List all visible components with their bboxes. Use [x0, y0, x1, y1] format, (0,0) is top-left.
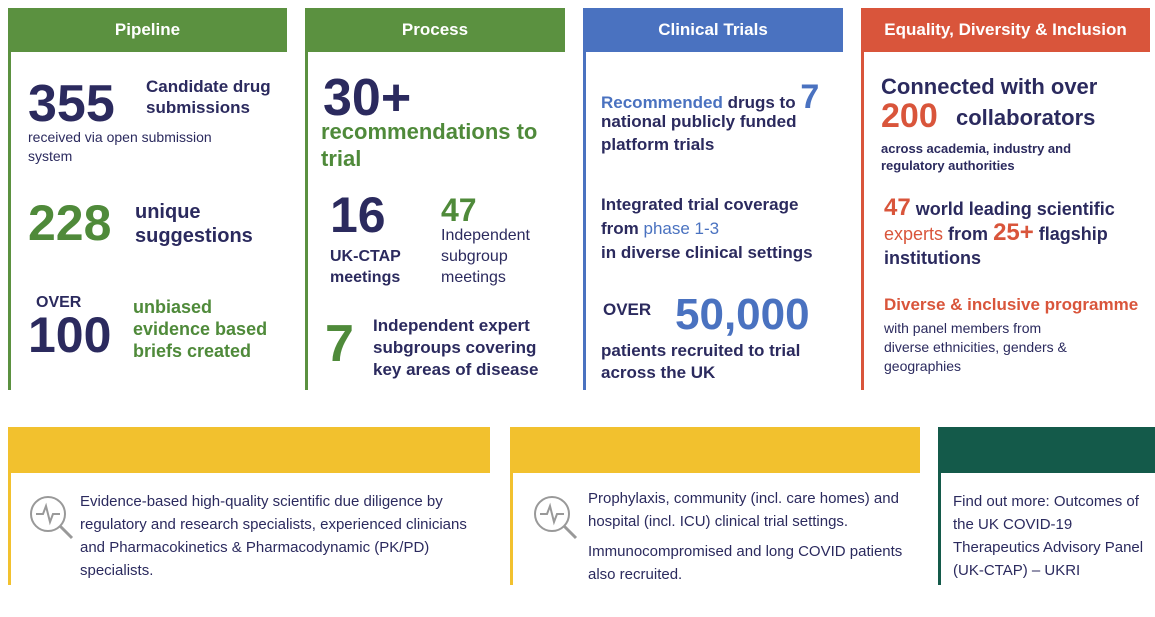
rule — [861, 52, 864, 390]
stat-label: collaborators — [956, 105, 1095, 131]
stat-number: 100 — [28, 306, 111, 364]
stat-label: unique suggestions — [135, 200, 275, 248]
stat-label: unbiased evidence based briefs created — [133, 296, 283, 362]
stat-number: 47 — [441, 192, 477, 229]
link-text[interactable]: Find out more: Outcomes of the UK COVID-… — [953, 490, 1153, 582]
text: national publicly funded platform trials — [601, 110, 801, 156]
infographic: Pipeline Process Clinical Trials Equalit… — [0, 0, 1155, 617]
text: patients recruited to trial across the U… — [601, 340, 831, 384]
stat-note: across academia, industry and regulatory… — [881, 140, 1101, 174]
rule — [8, 52, 11, 390]
band — [510, 427, 920, 473]
band — [8, 427, 490, 473]
stat-number: 16 — [330, 186, 386, 244]
rule — [938, 473, 941, 585]
body-text: Evidence-based high-quality scientific d… — [80, 490, 485, 582]
icon — [530, 492, 580, 542]
band — [938, 427, 1155, 473]
text: from — [948, 224, 988, 244]
panel-header: Clinical Trials — [583, 8, 843, 52]
body-text: Immunocompromised and long COVID patient… — [588, 540, 913, 586]
stat-prefix: OVER — [603, 300, 651, 320]
body-text: Prophylaxis, community (incl. care homes… — [588, 487, 913, 533]
stat-number: 200 — [881, 97, 938, 136]
stat-number: 25+ — [993, 219, 1034, 246]
text: with panel members from diverse ethnicit… — [884, 319, 1079, 376]
icon — [26, 492, 76, 542]
rule — [8, 473, 11, 585]
stat-label: Independent subgroup meetings — [441, 225, 551, 288]
text: Diverse & inclusive programme — [884, 295, 1138, 315]
panel-header: Process — [305, 8, 565, 52]
stat-line: 47 world leading scientific experts from… — [884, 196, 1149, 270]
stat-label: Candidate drug submissions — [146, 76, 286, 118]
stat-number: 50,000 — [675, 290, 810, 340]
stat-number: 7 — [325, 314, 354, 374]
stat-number: 228 — [28, 194, 111, 252]
stat-note: received via open submission system — [28, 128, 258, 166]
stat-number: 355 — [28, 74, 115, 134]
stat-line: Integrated trial coverage from phase 1-3… — [601, 193, 836, 265]
rule — [305, 52, 308, 390]
panel-header: Pipeline — [8, 8, 287, 52]
stat-label: Independent expert subgroups covering ke… — [373, 315, 553, 381]
rule — [510, 473, 513, 585]
highlight: phase 1-3 — [644, 219, 720, 238]
text: in diverse clinical settings — [601, 243, 813, 262]
text: world leading scientific — [916, 199, 1115, 219]
highlight: experts — [884, 224, 943, 244]
rule — [583, 52, 586, 390]
stat-number: 47 — [884, 194, 911, 221]
panel-header: Equality, Diversity & Inclusion — [861, 8, 1150, 52]
stat-label: recommendations to trial — [321, 118, 541, 172]
stat-number: 7 — [800, 78, 819, 116]
stat-label: UK-CTAP meetings — [330, 246, 420, 288]
